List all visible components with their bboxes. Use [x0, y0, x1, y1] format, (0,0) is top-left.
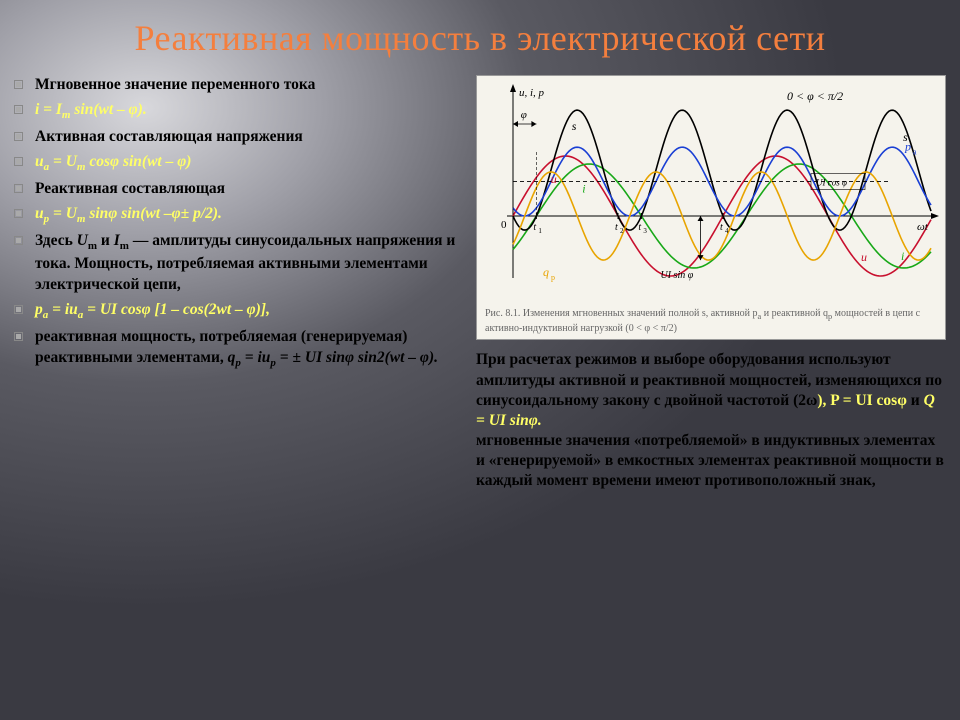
svg-text:0: 0 — [501, 219, 507, 231]
columns: Мгновенное значение переменного тока i =… — [14, 75, 946, 491]
svg-text:u, i, p: u, i, p — [519, 87, 545, 99]
bullet-icon — [14, 332, 23, 341]
svg-text:t: t — [638, 222, 641, 233]
t: Здесь — [35, 232, 77, 249]
svg-text:t: t — [720, 222, 723, 233]
bullet-text: Мгновенное значение переменного тока — [35, 75, 315, 96]
svg-text:4: 4 — [725, 227, 729, 235]
slide: Реактивная мощность в электрической сети… — [0, 0, 960, 720]
t: m — [120, 240, 129, 252]
t: m — [88, 240, 97, 252]
svg-text:t: t — [533, 222, 536, 233]
svg-text:UI sin φ: UI sin φ — [661, 270, 694, 281]
t: U — [77, 232, 88, 249]
t: и — [97, 232, 114, 249]
slide-title: Реактивная мощность в электрической сети — [14, 18, 946, 59]
svg-text:p: p — [551, 273, 555, 282]
t: и — [907, 392, 924, 409]
chart-svg: t1t2t3t4u, i, pωt0φ0 < φ < π/2sspаqpuuii… — [477, 76, 947, 306]
power-chart: t1t2t3t4u, i, pωt0φ0 < φ < π/2sspаqpuuii… — [476, 75, 946, 340]
svg-text:i: i — [582, 182, 585, 196]
t: sin(wt – φ). — [70, 101, 146, 118]
t: cosφ sin(wt – φ) — [85, 153, 191, 170]
bullet-icon — [14, 236, 23, 245]
bullet-formula: pa = iua = UI cosφ [1 – cos(2wt – φ)], — [35, 300, 270, 323]
svg-text:UI cos φ: UI cos φ — [816, 178, 847, 188]
t: = U — [49, 153, 77, 170]
bullet-formula: ua = Um cosφ sin(wt – φ) — [35, 152, 191, 175]
bullet-9: реактивная мощность, потребляемая (генер… — [14, 327, 466, 371]
bullet-icon — [14, 80, 23, 89]
t: u — [35, 153, 44, 170]
bullet-icon — [14, 209, 23, 218]
t: и реактивной q — [761, 308, 828, 319]
t: u — [35, 205, 44, 222]
svg-text:u: u — [861, 250, 867, 264]
t: = UI cosφ [1 – cos(2wt – φ)], — [83, 301, 270, 318]
t: p — [35, 301, 43, 318]
svg-text:i: i — [901, 250, 904, 264]
bullet-7: Здесь Um и Im — амплитуды синусоидальных… — [14, 231, 466, 296]
bullet-icon — [14, 132, 23, 141]
t: Рис. 8.1. Изменения мгновенных значений … — [485, 308, 758, 319]
bullet-6: up = Um sinφ sin(wt –φ± p/2). — [14, 204, 466, 227]
svg-text:2: 2 — [620, 227, 624, 235]
t: ), P = UI cosφ — [817, 392, 907, 409]
t: = U — [49, 205, 77, 222]
bullet-text: Реактивная составляющая — [35, 179, 225, 200]
bullet-2: i = Im sin(wt – φ). — [14, 100, 466, 123]
bullet-5: Реактивная составляющая — [14, 179, 466, 200]
svg-text:ωt: ωt — [917, 221, 929, 233]
t: = iu — [241, 349, 271, 366]
svg-text:1: 1 — [538, 227, 542, 235]
bullet-text: Активная составляющая напряжения — [35, 127, 303, 148]
bullet-icon — [14, 184, 23, 193]
bullet-text: реактивная мощность, потребляемая (генер… — [35, 327, 466, 371]
svg-text:s: s — [572, 119, 577, 133]
t: sinφ sin(wt –φ± p/2). — [85, 205, 221, 222]
bullet-4: ua = Um cosφ sin(wt – φ) — [14, 152, 466, 175]
bullet-formula: i = Im sin(wt – φ). — [35, 100, 147, 123]
svg-text:3: 3 — [643, 227, 647, 235]
bullet-icon — [14, 105, 23, 114]
t: = ± UI sinφ sin2(wt – φ). — [276, 349, 438, 366]
bullet-3: Активная составляющая напряжения — [14, 127, 466, 148]
left-column: Мгновенное значение переменного тока i =… — [14, 75, 466, 491]
t: = iu — [48, 301, 78, 318]
bullet-1: Мгновенное значение переменного тока — [14, 75, 466, 96]
bullet-icon — [14, 305, 23, 314]
chart-caption: Рис. 8.1. Изменения мгновенных значений … — [485, 308, 939, 335]
t: i = I — [35, 101, 62, 118]
svg-text:а: а — [913, 148, 917, 157]
svg-text:φ: φ — [521, 109, 527, 121]
bullet-8: pa = iua = UI cosφ [1 – cos(2wt – φ)], — [14, 300, 466, 323]
svg-text:p: p — [904, 140, 911, 154]
t: мгновенные значения «потребляемой» в инд… — [476, 432, 944, 489]
bullet-formula: up = Um sinφ sin(wt –φ± p/2). — [35, 204, 222, 227]
svg-text:u: u — [551, 172, 557, 186]
right-paragraph: При расчетах режимов и выборе оборудован… — [476, 350, 946, 491]
svg-text:t: t — [615, 222, 618, 233]
svg-text:0 < φ < π/2: 0 < φ < π/2 — [787, 89, 843, 103]
svg-text:q: q — [543, 265, 549, 279]
bullet-text: Здесь Um и Im — амплитуды синусоидальных… — [35, 231, 466, 296]
bullet-icon — [14, 157, 23, 166]
right-column: t1t2t3t4u, i, pωt0φ0 < φ < π/2sspаqpuuii… — [476, 75, 946, 491]
